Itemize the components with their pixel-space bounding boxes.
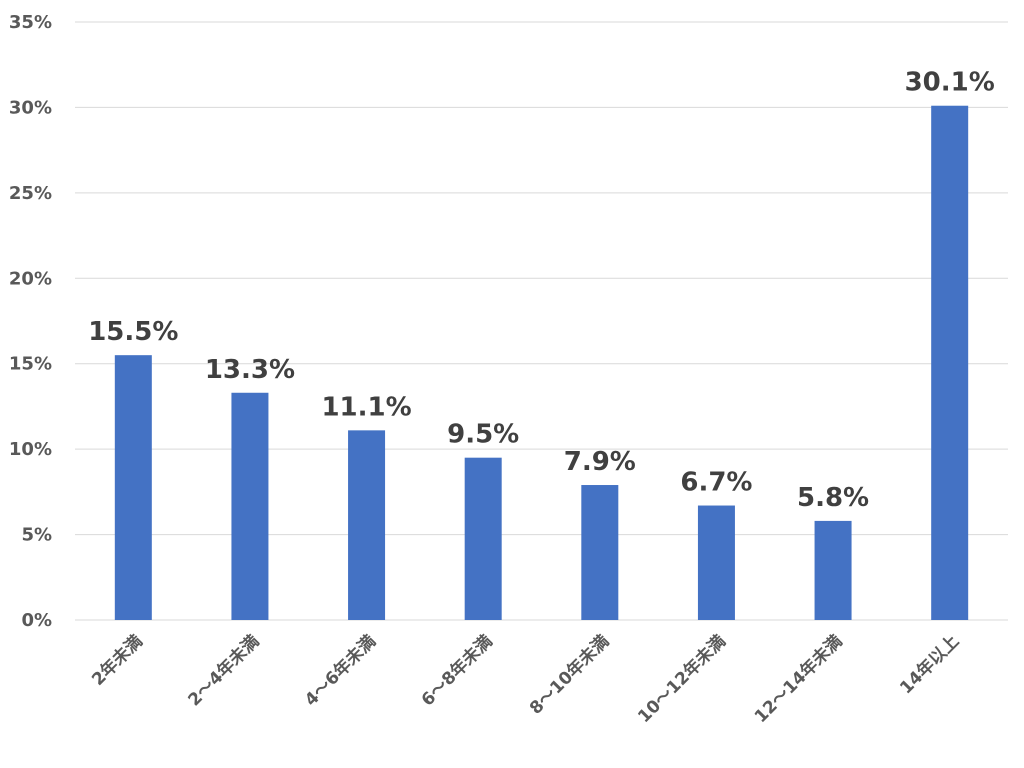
bar bbox=[931, 105, 969, 621]
y-tick-label: 20% bbox=[9, 268, 52, 289]
y-tick-label: 15% bbox=[9, 354, 52, 375]
data-label: 6.7% bbox=[680, 468, 752, 498]
gridlines bbox=[75, 21, 1008, 621]
bars bbox=[114, 105, 969, 621]
y-tick-label: 5% bbox=[21, 525, 52, 546]
x-tick-label: 10～12年未満 bbox=[634, 631, 730, 727]
bar bbox=[697, 505, 735, 620]
data-label: 9.5% bbox=[447, 420, 519, 450]
data-label: 30.1% bbox=[905, 68, 995, 98]
data-label: 15.5% bbox=[88, 317, 178, 347]
bar bbox=[348, 430, 386, 620]
bar bbox=[231, 392, 269, 620]
bar bbox=[464, 457, 502, 620]
x-tick-label: 2年未満 bbox=[88, 631, 147, 690]
y-tick-label: 30% bbox=[9, 97, 52, 118]
y-tick-label: 0% bbox=[21, 610, 52, 631]
y-tick-label: 10% bbox=[9, 439, 52, 460]
x-tick-label: 12～14年未満 bbox=[750, 631, 846, 727]
data-labels: 15.5% 13.3% 11.1% 9.5% 7.9% 6.7% 5.8% 30.1% bbox=[88, 68, 995, 513]
x-tick-label: 2～4年未満 bbox=[184, 631, 264, 711]
y-axis-ticks: 0% 5% 10% 15% 20% 25% 30% 35% bbox=[9, 12, 52, 631]
data-label: 7.9% bbox=[564, 447, 636, 477]
x-tick-label: 6～8年未満 bbox=[417, 631, 497, 711]
bar bbox=[114, 355, 152, 620]
data-label: 13.3% bbox=[205, 355, 295, 385]
x-tick-label: 4～6年未満 bbox=[300, 631, 380, 711]
data-label: 5.8% bbox=[797, 483, 869, 513]
x-tick-label: 8～10年未満 bbox=[525, 631, 613, 719]
x-axis-ticks: 2年未満 2～4年未満 4～6年未満 6～8年未満 8～10年未満 10～12年未満 12～… bbox=[88, 631, 964, 727]
bar bbox=[814, 520, 852, 620]
y-tick-label: 25% bbox=[9, 183, 52, 204]
data-label: 11.1% bbox=[321, 392, 411, 422]
bar bbox=[581, 485, 619, 620]
y-tick-label: 35% bbox=[9, 12, 52, 33]
x-tick-label: 14年以上 bbox=[896, 631, 964, 699]
